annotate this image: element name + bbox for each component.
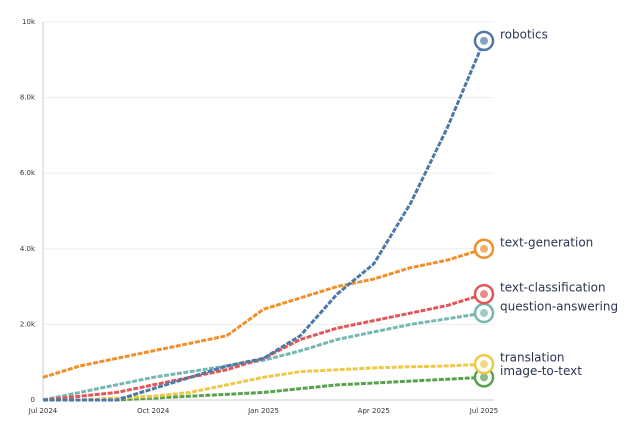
series-label: text-generation xyxy=(500,235,593,249)
y-tick-label: 6.0k xyxy=(20,169,36,177)
y-tick-label: 8.0k xyxy=(20,94,36,102)
y-tick-label: 10k xyxy=(22,18,36,26)
end-icon xyxy=(480,373,488,382)
y-tick-label: 2.0k xyxy=(20,320,36,328)
x-tick-label: Jul 2025 xyxy=(469,407,499,415)
end-icon xyxy=(480,36,488,45)
series-line xyxy=(43,40,486,402)
series-label: question-answering xyxy=(500,300,618,314)
end-icon xyxy=(480,290,488,299)
y-tick-label: 0 xyxy=(31,396,35,404)
series-line xyxy=(42,247,485,379)
series-label: image-to-text xyxy=(500,364,582,378)
series-label: translation xyxy=(500,351,565,365)
end-icon xyxy=(480,244,488,253)
series-label: robotics xyxy=(500,27,548,41)
y-tick-label: 4.0k xyxy=(20,245,36,253)
series-line xyxy=(43,362,485,402)
series-line xyxy=(42,311,485,402)
series-line xyxy=(42,292,485,402)
series-label: text-classification xyxy=(500,281,606,295)
x-tick-label: Jul 2024 xyxy=(28,407,58,415)
x-tick-label: Apr 2025 xyxy=(358,407,390,415)
x-tick-label: Oct 2024 xyxy=(137,407,170,415)
end-icon xyxy=(480,360,488,369)
series-line xyxy=(43,375,485,402)
x-tick-label: Jan 2025 xyxy=(247,407,279,415)
end-icon xyxy=(480,309,488,318)
